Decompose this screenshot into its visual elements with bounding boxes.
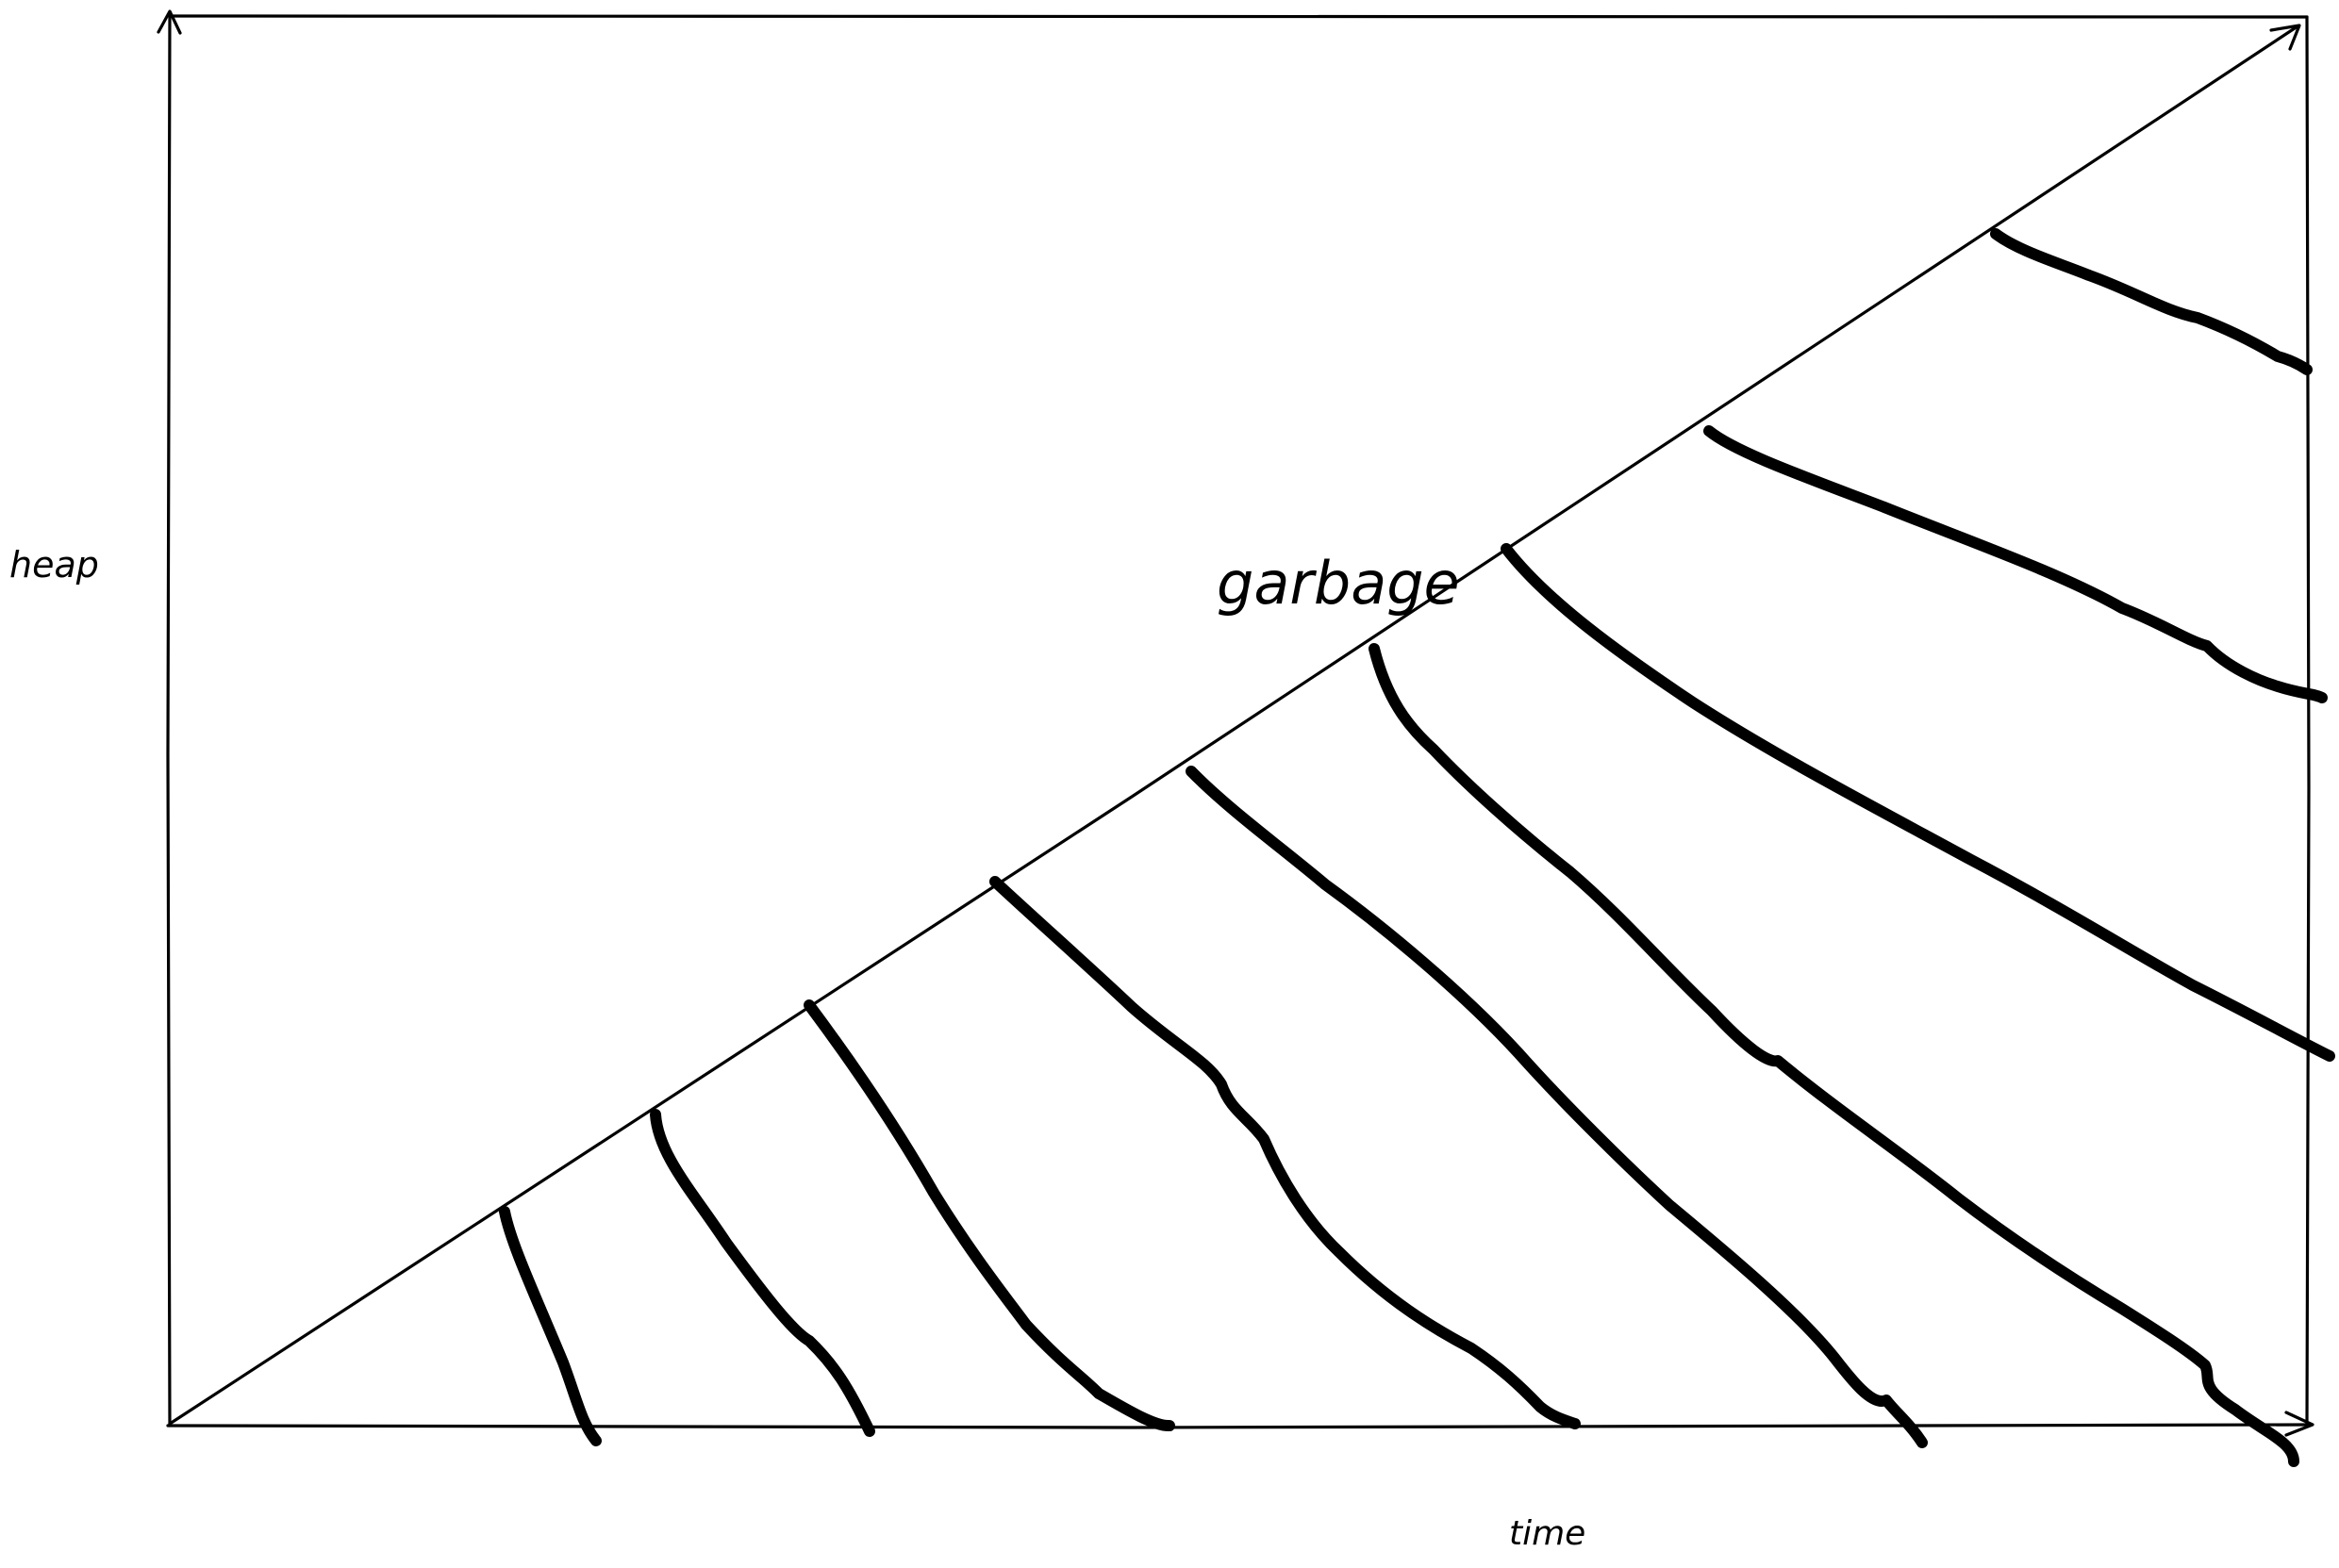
garbage-curve-5 — [1186, 766, 1928, 1448]
garbage-curve-6 — [1369, 643, 2299, 1467]
y-axis-label: heap — [9, 544, 99, 586]
garbage-curves — [499, 228, 2335, 1467]
garbage-curve-2 — [650, 1109, 875, 1437]
garbage-curve-9 — [1990, 228, 2313, 375]
x-axis-label: time — [1509, 1514, 1585, 1553]
garbage-curve-7 — [1501, 543, 2335, 1062]
frame-top-border — [168, 14, 2309, 19]
garbage-curve-4 — [989, 876, 1581, 1429]
diagonal-arrowhead — [2269, 24, 2301, 51]
garbage-curve-3 — [804, 999, 1175, 1431]
x-axis-arrowhead — [2284, 1411, 2314, 1437]
garbage-curve-1 — [499, 1206, 602, 1446]
y-axis-arrowhead — [157, 9, 182, 35]
garbage-region-label: garbage — [1217, 549, 1460, 618]
garbage-curve-8 — [1703, 425, 2328, 703]
x-axis-line — [166, 1423, 2313, 1429]
frame-right-border — [2305, 15, 2311, 1428]
allocation-diagonal — [168, 25, 2299, 1426]
y-axis-line — [166, 11, 172, 1428]
